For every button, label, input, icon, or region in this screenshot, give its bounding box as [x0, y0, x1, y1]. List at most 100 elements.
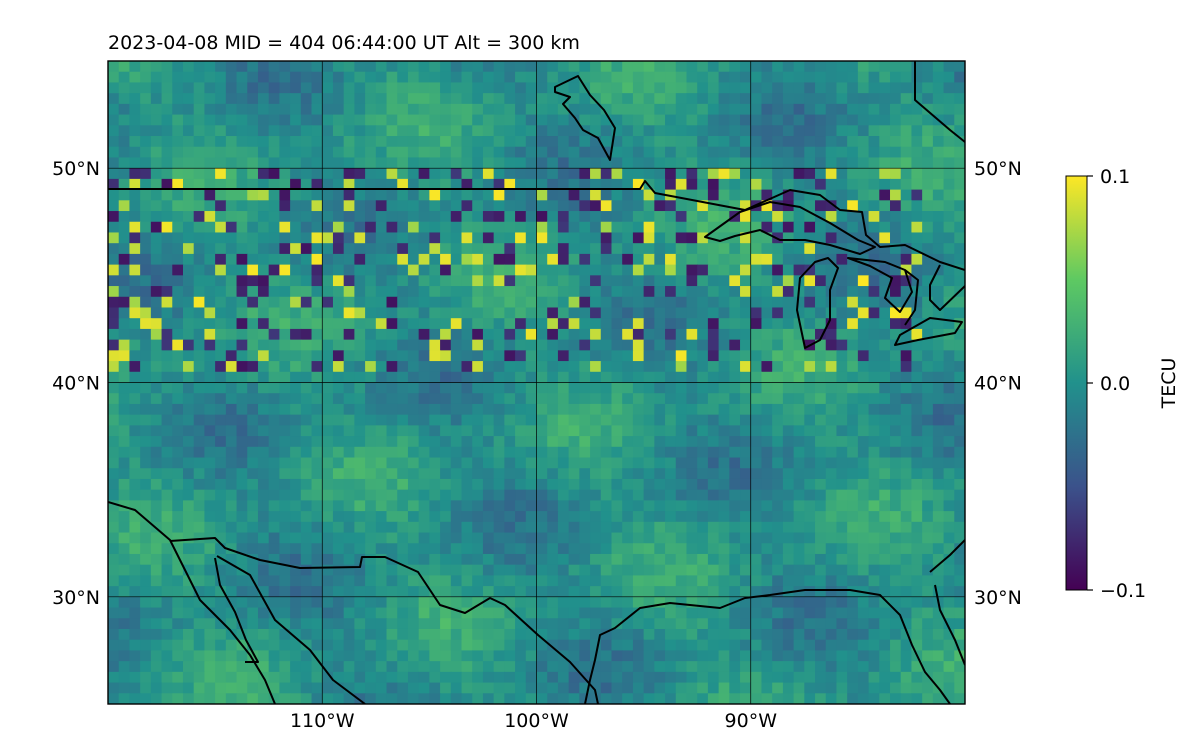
tec-cell: [225, 489, 238, 501]
tec-cell: [793, 457, 805, 469]
tec-cell: [911, 178, 923, 191]
tec-cell: [954, 296, 965, 309]
tec-cell: [140, 232, 152, 244]
tec-cell: [879, 575, 891, 587]
tec-cell: [472, 468, 484, 480]
tec-cell: [782, 532, 795, 544]
tec-cell: [257, 446, 270, 459]
tec-cell: [547, 328, 559, 341]
tec-cell: [118, 350, 131, 362]
tec-cell: [386, 125, 398, 137]
tec-cell: [193, 446, 206, 459]
tec-cell: [590, 114, 602, 126]
tec-cell: [129, 693, 141, 704]
tec-cell: [440, 253, 452, 266]
tec-cell: [504, 446, 516, 459]
tec-cell: [900, 500, 913, 512]
tec-cell: [665, 436, 677, 448]
tec-cell: [654, 211, 666, 223]
tec-cell: [740, 296, 752, 309]
tec-cell: [740, 114, 752, 126]
tec-cell: [118, 221, 131, 234]
tec-cell: [579, 693, 591, 704]
tec-cell: [868, 607, 880, 619]
tec-cell: [643, 232, 655, 244]
tec-cell: [707, 628, 720, 641]
tec-cell: [665, 457, 677, 469]
tec-cell: [300, 243, 313, 255]
tec-cell: [161, 339, 173, 351]
tec-cell: [707, 693, 720, 704]
tec-cell: [868, 500, 880, 512]
tec-cell: [322, 436, 334, 448]
tec-cell: [418, 243, 430, 255]
tec-cell: [686, 639, 698, 652]
tec-cell: [879, 478, 891, 491]
tec-cell: [793, 575, 805, 587]
tec-cell: [900, 446, 913, 459]
tec-cell: [247, 489, 259, 501]
tec-cell: [611, 628, 623, 641]
tec-cell: [365, 468, 377, 480]
tec-cell: [440, 403, 452, 416]
tec-cell: [418, 221, 430, 234]
tec-cell: [793, 221, 805, 234]
tec-cell: [804, 500, 816, 512]
tec-cell: [611, 425, 623, 437]
tec-cell: [611, 671, 623, 684]
tec-cell: [375, 500, 388, 512]
tec-cell: [579, 146, 591, 159]
tec-cell: [750, 361, 763, 373]
tec-cell: [954, 553, 965, 566]
tec-cell: [257, 157, 270, 169]
tec-cell: [536, 318, 548, 330]
tec-cell: [300, 382, 313, 394]
tec-cell: [215, 446, 227, 459]
tec-cell: [386, 296, 398, 309]
tec-cell: [204, 478, 216, 491]
tec-cell: [193, 264, 206, 276]
tec-cell: [911, 114, 923, 126]
tec-cell: [172, 103, 184, 116]
tec-cell: [525, 82, 538, 94]
gulf-of-california: [214, 557, 259, 663]
tec-cell: [257, 682, 270, 694]
tec-cell: [493, 532, 505, 544]
tec-cell: [482, 178, 495, 191]
tec-cell: [804, 618, 816, 630]
tec-cell: [311, 275, 323, 287]
tec-cell: [579, 189, 591, 201]
tec-cell: [611, 350, 623, 362]
tec-cell: [707, 414, 720, 426]
tec-cell: [675, 114, 688, 126]
tec-cell: [450, 114, 463, 126]
tec-cell: [386, 478, 398, 491]
tec-cell: [525, 468, 538, 480]
tec-cell: [204, 318, 216, 330]
tec-cell: [193, 232, 206, 244]
tec-cell: [225, 532, 238, 544]
tec-cell: [236, 682, 248, 694]
tec-cell: [632, 243, 645, 255]
tec-cell: [954, 264, 965, 276]
tec-cell: [611, 682, 623, 694]
tec-cell: [407, 361, 420, 373]
tec-cell: [611, 61, 623, 73]
tec-cell: [482, 221, 495, 234]
tec-cell: [290, 511, 302, 523]
tec-cell: [943, 607, 955, 619]
tec-cell: [365, 221, 377, 234]
tec-cell: [375, 596, 388, 609]
tec-cell: [440, 521, 452, 534]
tec-cell: [750, 414, 763, 426]
tec-cell: [622, 318, 634, 330]
tec-cell: [215, 189, 227, 201]
tec-cell: [354, 71, 366, 84]
tec-cell: [600, 189, 613, 201]
tec-cell: [568, 382, 580, 394]
tec-cell: [815, 178, 827, 191]
tec-cell: [750, 457, 763, 469]
tec-cell: [772, 93, 784, 105]
tec-cell: [354, 146, 366, 159]
tec-cell: [482, 93, 495, 105]
